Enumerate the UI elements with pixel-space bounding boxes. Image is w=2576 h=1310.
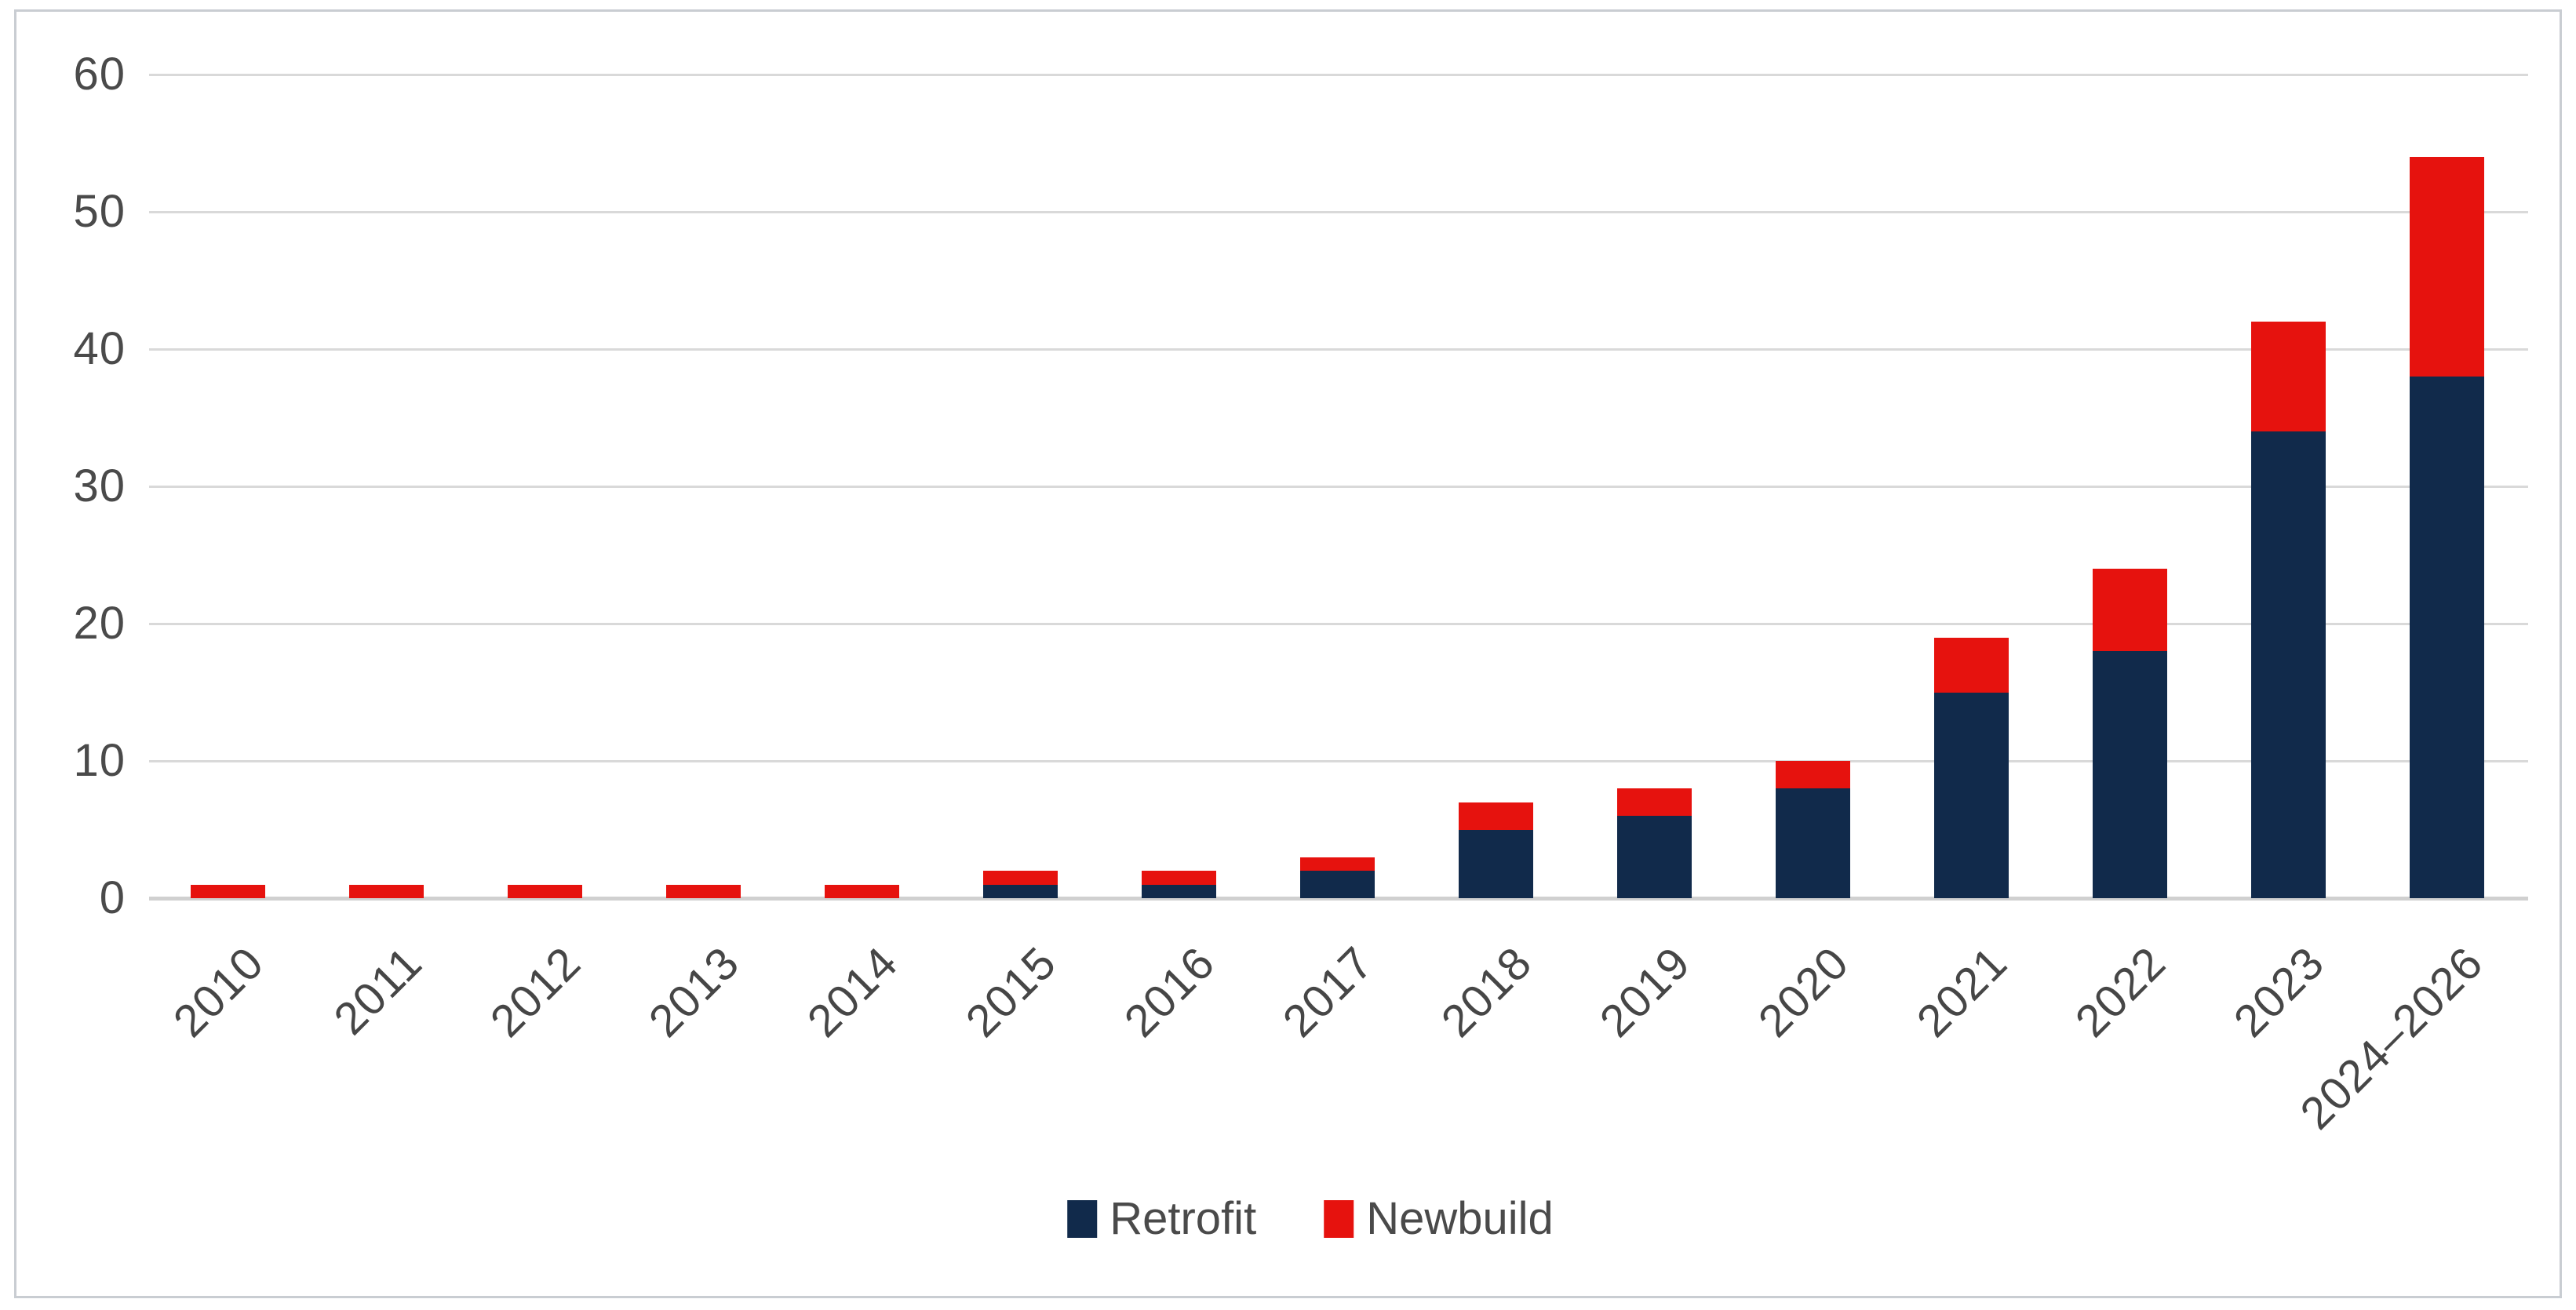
legend: Retrofit Newbuild: [1067, 1194, 1554, 1244]
y-tick-label-40: 40: [73, 323, 126, 374]
bar-segment-newbuild-2010: [190, 884, 265, 898]
x-tick-label-2021: 2021: [1907, 937, 2017, 1047]
gridline-60: [149, 74, 2528, 76]
bar-group-2016: [1141, 871, 1216, 898]
bar-segment-retrofit-2017: [1299, 871, 1375, 898]
bar-segment-newbuild-2021: [1933, 637, 2009, 693]
gridline-40: [149, 348, 2528, 351]
y-tick-label-50: 50: [73, 186, 126, 237]
x-axis-baseline: [149, 897, 2528, 901]
bar-segment-newbuild-2017: [1299, 857, 1375, 871]
bar-group-2023: [2250, 322, 2326, 898]
bar-group-2022: [2092, 569, 2167, 898]
bar-segment-newbuild-2022: [2092, 569, 2167, 651]
bar-segment-retrofit-2024–2026: [2409, 377, 2484, 898]
legend-item-newbuild: Newbuild: [1324, 1194, 1554, 1244]
bar-group-2010: [190, 884, 265, 898]
bar-segment-retrofit-2020: [1775, 788, 1850, 898]
x-tick-label-2010: 2010: [163, 937, 274, 1047]
gridline-10: [149, 760, 2528, 762]
bar-segment-retrofit-2018: [1458, 829, 1533, 898]
x-tick-label-2020: 2020: [1748, 937, 1859, 1047]
bar-segment-newbuild-2015: [982, 871, 1058, 885]
x-tick-label-2015: 2015: [956, 937, 1066, 1047]
bar-group-2017: [1299, 857, 1375, 898]
legend-label-retrofit: Retrofit: [1109, 1193, 1257, 1244]
bar-segment-retrofit-2015: [982, 884, 1058, 898]
legend-label-newbuild: Newbuild: [1366, 1193, 1554, 1244]
y-tick-label-20: 20: [73, 598, 126, 649]
bar-group-2013: [665, 884, 741, 898]
bar-group-2014: [824, 884, 899, 898]
bar-group-2021: [1933, 637, 2009, 898]
bar-segment-retrofit-2019: [1616, 816, 1692, 898]
bar-segment-newbuild-2023: [2250, 322, 2326, 431]
gridline-30: [149, 486, 2528, 488]
x-tick-label-2014: 2014: [797, 937, 908, 1047]
gridline-50: [149, 211, 2528, 213]
x-tick-label-2013: 2013: [639, 937, 749, 1047]
bar-segment-retrofit-2021: [1933, 692, 2009, 898]
newbuild-swatch-icon: [1324, 1200, 1354, 1238]
y-tick-label-10: 10: [73, 735, 126, 786]
x-tick-label-2017: 2017: [1273, 937, 1383, 1047]
bar-segment-newbuild-2011: [348, 884, 424, 898]
bar-group-2011: [348, 884, 424, 898]
x-tick-label-2019: 2019: [1590, 937, 1700, 1047]
x-tick-label-2016: 2016: [1114, 937, 1225, 1047]
bar-segment-newbuild-2012: [507, 884, 582, 898]
y-tick-label-60: 60: [73, 49, 126, 100]
y-tick-label-0: 0: [99, 872, 126, 923]
bar-segment-newbuild-2018: [1458, 802, 1533, 830]
x-tick-label-2012: 2012: [480, 937, 591, 1047]
bar-segment-retrofit-2016: [1141, 884, 1216, 898]
retrofit-swatch-icon: [1067, 1200, 1098, 1238]
x-tick-label-2023: 2023: [2224, 937, 2334, 1047]
bar-segment-retrofit-2022: [2092, 651, 2167, 898]
bar-group-2019: [1616, 788, 1692, 898]
bar-segment-newbuild-2024–2026: [2409, 157, 2484, 377]
bar-group-2020: [1775, 761, 1850, 898]
y-tick-label-30: 30: [73, 460, 126, 511]
bar-segment-newbuild-2019: [1616, 788, 1692, 816]
x-tick-label-2022: 2022: [2065, 937, 2176, 1047]
legend-item-retrofit: Retrofit: [1067, 1194, 1256, 1244]
x-tick-label-2011: 2011: [324, 937, 432, 1045]
bar-segment-newbuild-2013: [665, 884, 741, 898]
gridline-20: [149, 623, 2528, 625]
bar-segment-retrofit-2023: [2250, 431, 2326, 898]
x-tick-label-2018: 2018: [1431, 937, 1542, 1047]
bar-segment-newbuild-2020: [1775, 761, 1850, 788]
bar-group-2015: [982, 871, 1058, 898]
bar-group-2012: [507, 884, 582, 898]
bar-segment-newbuild-2014: [824, 884, 899, 898]
bar-group-2024–2026: [2409, 157, 2484, 898]
bar-segment-newbuild-2016: [1141, 871, 1216, 885]
bar-group-2018: [1458, 802, 1533, 898]
